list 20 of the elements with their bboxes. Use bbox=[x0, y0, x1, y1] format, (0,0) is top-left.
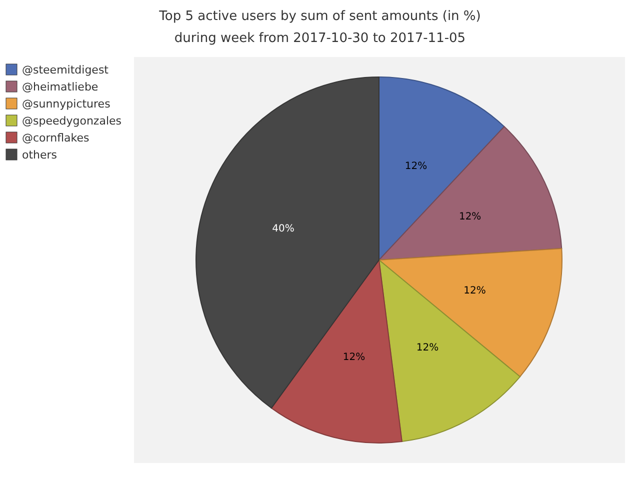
data-label: 12% bbox=[464, 286, 486, 297]
data-label: 40% bbox=[272, 223, 294, 234]
data-label: 12% bbox=[458, 212, 482, 223]
pie-slice bbox=[378, 126, 562, 260]
chart-title: Top 5 active users by sum of sent amounts (in %) bbox=[158, 9, 481, 24]
pie-slice bbox=[378, 260, 521, 442]
data-label: 12% bbox=[404, 160, 428, 172]
legend-label: @cornflakes bbox=[22, 132, 90, 144]
legend-label: @heimatliebe bbox=[22, 80, 98, 94]
pie-slice bbox=[378, 76, 505, 260]
data-label: 12% bbox=[416, 342, 439, 354]
pie-slice bbox=[378, 248, 562, 378]
pie-slice bbox=[196, 76, 380, 409]
pie-slice bbox=[270, 260, 402, 444]
legend-label: @sunnypictures bbox=[22, 98, 111, 110]
data-label: 12% bbox=[342, 352, 366, 363]
legend-label: @steemitdigest bbox=[22, 64, 110, 76]
legend-label: @speedygonzales bbox=[22, 114, 122, 128]
chart-subtitle: during week from 2017-10-30 to 2017-11-05 bbox=[174, 31, 466, 46]
legend-label: others bbox=[22, 148, 58, 162]
